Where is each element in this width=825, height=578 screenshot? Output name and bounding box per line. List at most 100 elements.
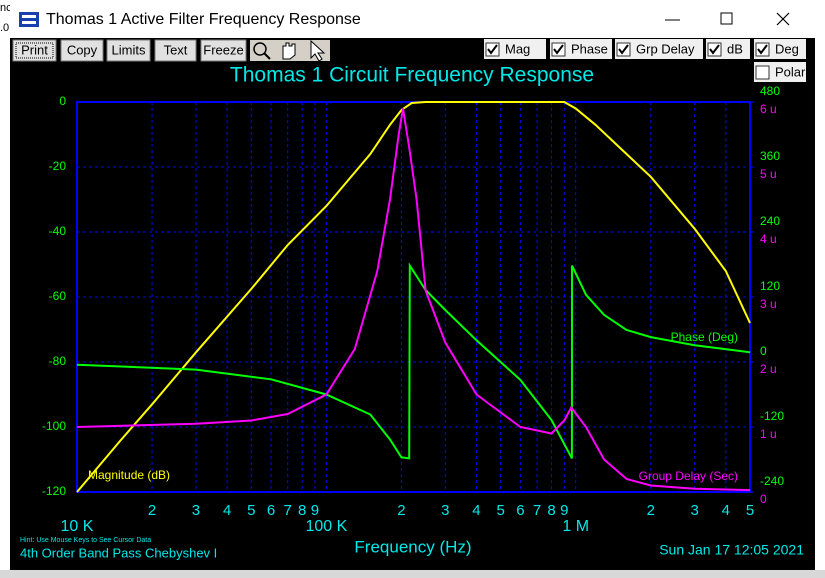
y3-tick-label: 2 u [760,362,777,376]
x-tick-label: 2 [148,502,156,519]
checkbox[interactable]: Phase [550,39,612,59]
x-tick-label: 3 [192,502,200,519]
y-tick-label: 0 [59,94,66,108]
checkmark [757,44,768,55]
y3-tick-label: 1 u [760,427,777,441]
x-tick-label: 4 [722,502,730,519]
button-label: Text [164,42,188,57]
background-text: nc [0,2,12,14]
date-stamp: Sun Jan 17 12:05 2021 [659,542,804,558]
maximize-button[interactable] [720,12,733,25]
series-label: Group Delay (Sec) [639,469,738,483]
toolbar-button[interactable]: Print [12,39,57,62]
checkbox-label: Deg [775,41,799,56]
checkbox-label: Grp Delay [636,41,695,56]
y-tick-label: -60 [49,289,67,303]
y3-tick-label: 5 u [760,167,777,181]
x-tick-label: 2 [397,502,405,519]
y-tick-label: -100 [42,419,66,433]
button-face [106,39,151,62]
x-tick-label: 7 [533,502,541,519]
checkbox-label: Mag [505,41,530,56]
checkbox[interactable]: Deg [754,39,806,59]
checkbox-label: Phase [571,41,608,56]
y3-tick-label: 3 u [760,297,777,311]
x-tick-label: 7 [284,502,292,519]
zoom-tool[interactable] [253,42,267,56]
checkbox-area [615,39,703,59]
y2-tick-label: 360 [760,149,780,163]
x-tick-label: 5 [746,502,754,519]
button-label: Limits [112,42,146,57]
x-tick-label: 9 [560,502,568,519]
toolbar: Print Copy Limits Text Freeze Mag Phase Grp Del… [12,39,806,82]
checkbox-box [755,65,770,80]
series-line [76,101,751,493]
x-tick-label: 4 [472,502,480,519]
background-text: .0 [0,22,9,34]
checkmark [618,44,629,55]
button-face [12,39,57,62]
checkbox-label: dB [727,41,743,56]
y-tick-label: -80 [49,354,67,368]
pointer-tool[interactable] [310,39,326,62]
x-tick-label: 3 [441,502,449,519]
button-label: Freeze [203,42,243,57]
tool-icons [250,39,330,62]
toolbar-button[interactable]: Freeze [200,39,247,62]
series-label: Phase (Deg) [671,330,738,344]
title-bar [10,0,825,38]
checkbox-label: Polar [775,64,806,79]
button-face [154,39,197,62]
y2-tick-label: -240 [760,474,784,488]
hint: Hint: Use Mouse Keys to See Cursor Data [20,537,151,544]
toolbar-button[interactable]: Limits [106,39,151,62]
checkbox[interactable]: Polar [754,62,806,82]
x-axis-label: Frequency (Hz) [354,537,471,556]
x-tick-label: 9 [311,502,319,519]
checkmark [553,44,564,55]
window-title: Thomas 1 Active Filter Frequency Respons… [46,11,361,28]
y3-tick-label: 6 u [760,102,777,116]
x-tick-label: 2 [647,502,655,519]
x-tick-label: 5 [496,502,504,519]
chart-subtitle: 4th Order Band Pass Chebyshev I [20,545,217,560]
button-face [60,39,104,62]
x-tick-label: 8 [547,502,555,519]
checkmark [487,44,498,55]
x-tick-label: 4 [223,502,231,519]
series-line [76,262,751,460]
checkbox[interactable]: dB [706,39,750,59]
y2-tick-label: 0 [760,344,767,358]
x-tick-label: 100 K [305,518,347,535]
x-tick-label: 1 M [562,518,589,535]
y2-tick-label: -120 [760,409,784,423]
x-tick-label: 6 [267,502,275,519]
x-tick-label: 10 K [61,518,94,535]
desktop-strip [0,570,825,578]
focus-outline [15,42,54,59]
y2-tick-label: 120 [760,279,780,293]
app-icon [19,12,39,27]
x-tick-label: 5 [247,502,255,519]
button-label: Print [21,42,48,57]
checkmark [709,44,720,55]
button-label: Copy [67,42,98,57]
toolbar-button[interactable]: Text [154,39,197,62]
series-line [76,108,751,492]
close-button[interactable] [776,12,790,26]
pan-tool[interactable] [282,42,296,60]
y-tick-label: -40 [49,224,67,238]
x-tick-label: 3 [691,502,699,519]
chart-window [10,38,815,570]
checkbox[interactable]: Mag [484,39,546,59]
x-tick-label: 6 [516,502,524,519]
series-label: Magnitude (dB) [88,468,170,482]
y3-tick-label: 0 [760,492,767,506]
toolbar-button[interactable]: Copy [60,39,104,62]
checkbox[interactable]: Grp Delay [615,39,703,59]
chart-title: Thomas 1 Circuit Frequency Response [230,64,594,87]
